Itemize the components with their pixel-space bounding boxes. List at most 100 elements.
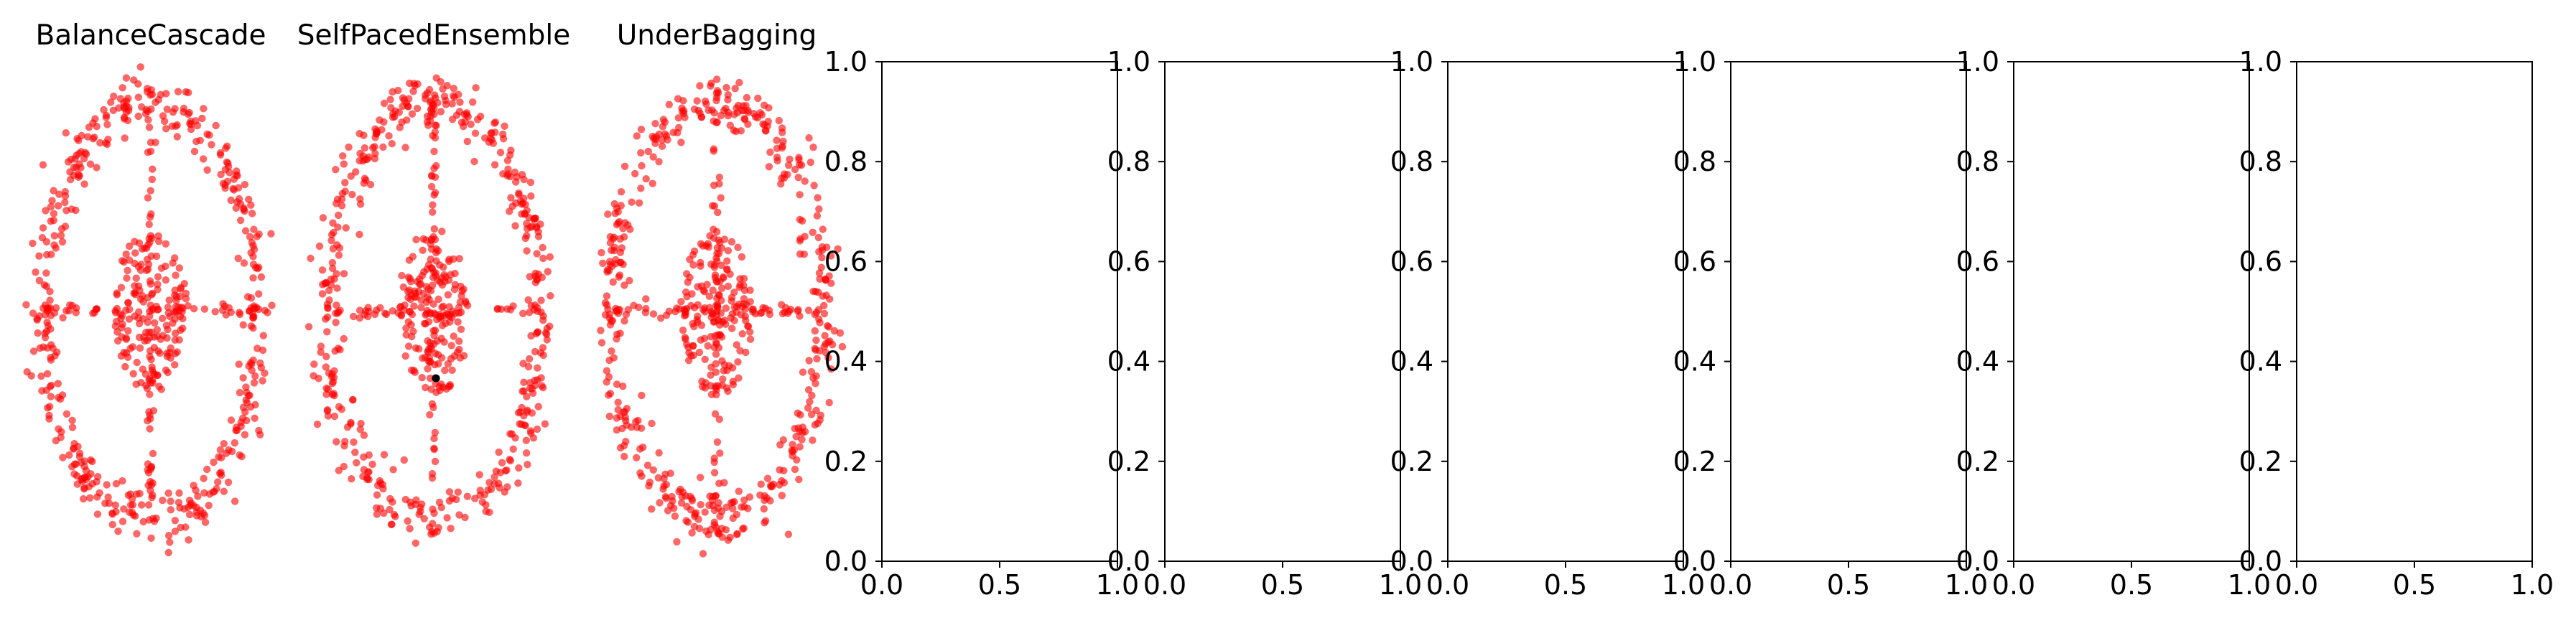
scatter-point [371,310,379,319]
y-tick-label: 0.4 [2239,346,2282,378]
scatter-point [401,352,409,360]
scatter-point [227,196,235,205]
scatter-point [702,100,710,108]
scatter-point [695,348,704,357]
scatter-point [255,426,263,435]
scatter-point [794,174,802,182]
scatter-point [490,161,499,169]
x-tick-label: 1.0 [2228,569,2271,601]
panel-9: 0.0 0.2 0.4 0.6 0.8 1.0 0.0 0.5 1.0 [2239,46,2554,601]
scatter-point [701,508,709,516]
scatter-point [323,328,331,336]
scatter-point [339,152,347,160]
scatter-point [674,114,682,122]
x-tick-label: 1.0 [1945,569,1988,601]
scatter-point [740,503,748,511]
scatter-point [211,308,219,316]
scatter-point [400,306,408,314]
scatter-point [597,248,605,257]
scatter-point [389,307,396,315]
scatter-point [694,312,702,320]
scatter-point [808,391,816,400]
scatter-point [103,481,111,489]
scatter-point [638,391,646,400]
scatter-point [50,232,59,240]
scatter-point [659,485,667,493]
scatter-point [430,164,438,172]
scatter-point [163,352,172,360]
scatter-point [720,106,728,115]
scatter-point [722,83,730,92]
scatter-point [778,144,786,152]
scatter-point [777,180,785,188]
scatter-point [225,446,233,454]
scatter-point [605,373,613,381]
scatter-point [463,492,471,500]
scatter-point [104,493,112,501]
scatter-point [637,126,646,133]
scatter-point [512,199,520,207]
scatter-point [778,174,786,182]
scatter-point [33,316,41,324]
panel-8: 0.0 0.2 0.4 0.6 0.8 1.0 0.0 0.5 1.0 [1956,46,2272,601]
scatter-point [149,165,157,173]
scatter-point [57,231,65,240]
scatter-point [165,296,173,304]
scatter-point [234,184,243,192]
scatter-point [66,301,74,309]
scatter-point [546,253,554,261]
scatter-point [511,222,519,230]
scatter-point [603,367,611,375]
scatter-point [792,433,800,441]
scatter-point [443,514,451,522]
scatter-point [175,499,183,507]
scatter-point [242,383,250,391]
panel-title: UnderBagging [617,19,817,52]
scatter-point [615,271,624,279]
scatter-point [530,215,538,222]
scatter-point [420,515,428,522]
scatter-point [796,312,804,320]
scatter-point [340,334,348,343]
scatter-point [245,195,253,203]
scatter-point [340,270,348,278]
scatter-point [353,459,361,466]
scatter-point [167,506,175,514]
scatter-point [631,169,639,178]
scatter-point [683,502,691,511]
scatter-point [327,373,336,381]
scatter-point [670,505,678,512]
scatter-point [710,458,718,466]
scatter-point [214,478,222,486]
scatter-point [234,254,242,263]
scatter-point [221,184,229,192]
scatter-point [373,504,381,512]
scatter-point [92,305,101,313]
scatter-point [132,380,140,388]
scatter-point [825,398,833,407]
scatter-point [332,166,340,174]
scatter-point [192,117,200,125]
scatter-point [707,390,716,398]
scatter-point [697,322,706,329]
scatter-point [715,291,723,299]
scatter-point [447,525,455,533]
scatter-point [75,453,84,461]
scatter-point [614,398,622,406]
scatter-point [351,449,359,456]
scatter-point [57,433,65,441]
scatter-point [190,502,197,510]
y-tick-label: 1.0 [1956,46,1999,78]
scatter-point [144,116,152,124]
scatter-point [412,496,420,504]
scatter-point [521,210,529,217]
scatter-point [145,220,153,228]
scatter-point [617,258,625,266]
scatter-point [776,441,784,449]
scatter-point [690,247,699,255]
scatter-point [412,235,420,244]
scatter-point [168,122,176,130]
scatter-point [677,139,685,146]
scatter-point [364,304,372,311]
